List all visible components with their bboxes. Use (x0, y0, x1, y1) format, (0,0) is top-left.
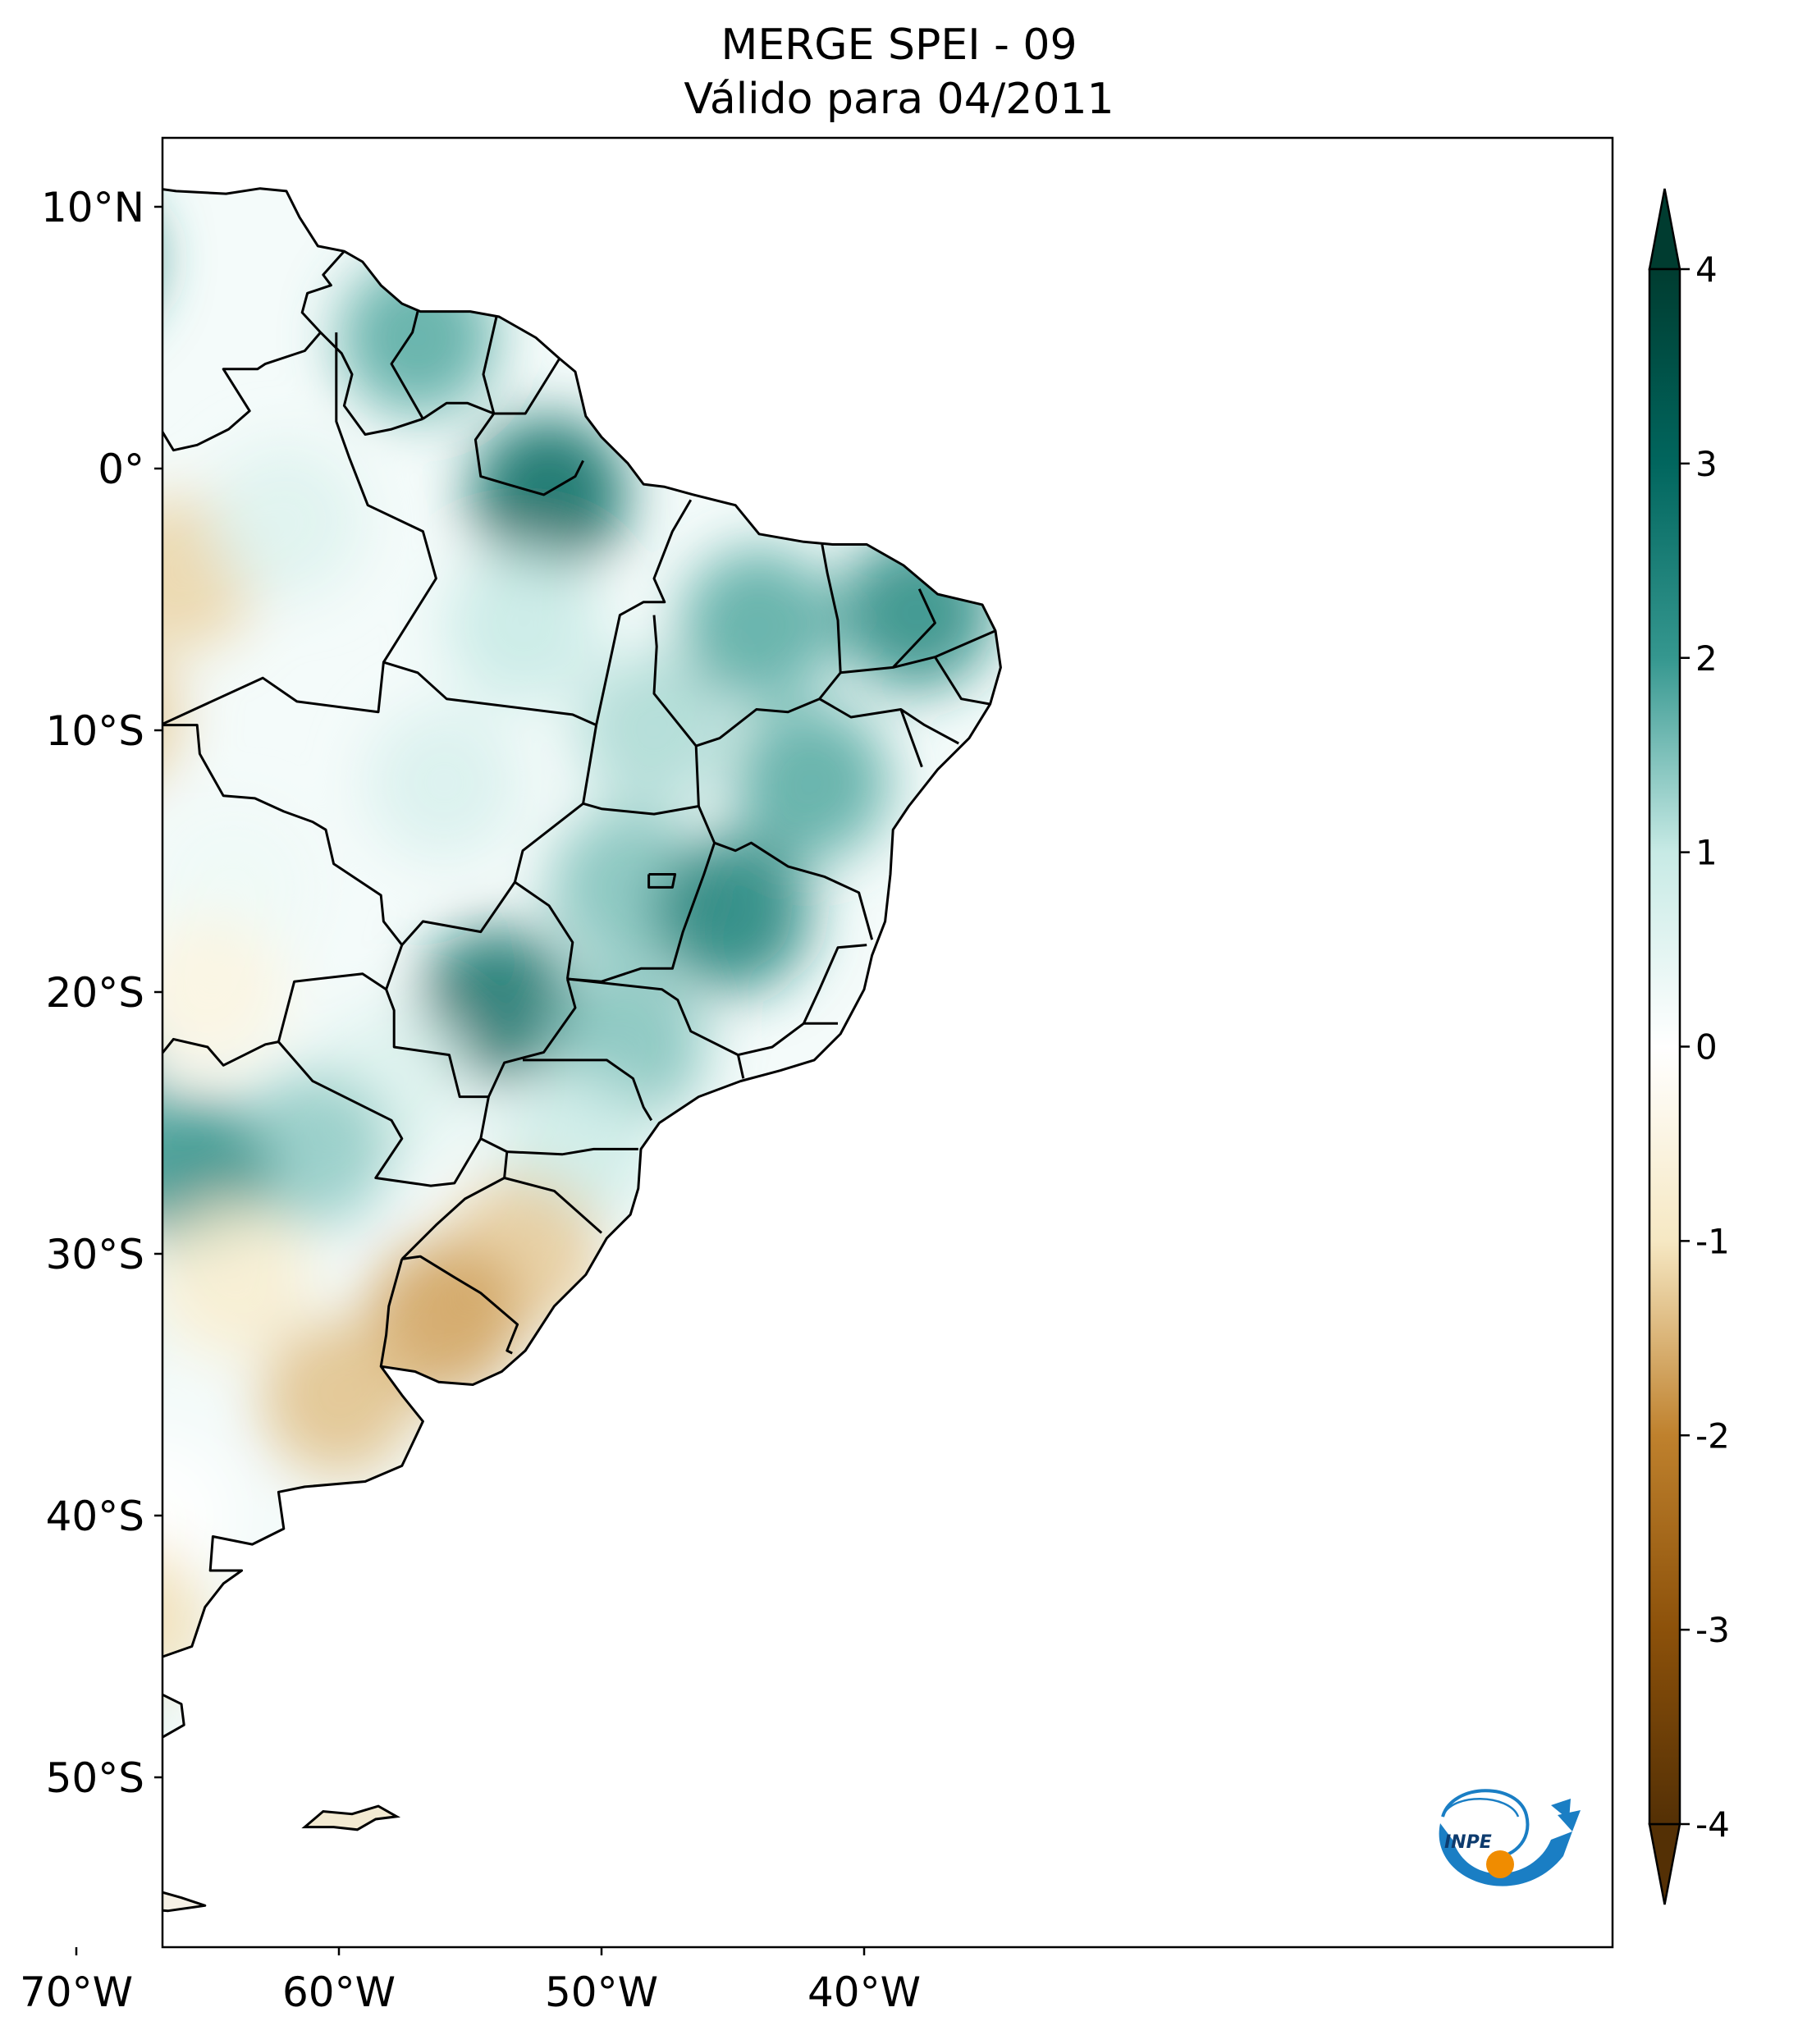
spei-region-blob (445, 547, 601, 704)
spei-region-blob (471, 416, 627, 573)
border-line (738, 1022, 838, 1057)
border-line (892, 588, 936, 669)
border-line (401, 1255, 519, 1355)
spei-region-blob (576, 652, 732, 808)
spei-region-blob (734, 704, 890, 861)
title-line-1: MERGE SPEI - 09 (721, 21, 1077, 70)
colorbar-ticks: 4 3 2 1 0 -1 -2 -3 -4 (1680, 249, 1730, 1845)
border-line (647, 873, 677, 889)
lat-tick-label: 0° (98, 446, 144, 493)
border-line (506, 1147, 638, 1156)
border-line (422, 401, 495, 420)
border-line (474, 413, 584, 496)
colorbar-tick-label: -4 (1695, 1804, 1730, 1845)
lat-tick-label: 20°S (46, 969, 144, 1017)
colorbar-tick-label: 3 (1695, 444, 1718, 484)
colorbar-tick-label: 1 (1695, 833, 1718, 873)
spei-region-blob (162, 1790, 181, 1877)
border-line (400, 1137, 509, 1260)
border-line (803, 944, 867, 1024)
border-line (277, 1040, 483, 1187)
border-line (0, 432, 92, 581)
border-line (76, 411, 150, 581)
border-line (513, 803, 584, 980)
border-line (899, 708, 923, 768)
spei-region-blob (681, 547, 837, 704)
border-line (379, 1258, 404, 1367)
colorbar-tick-label: 4 (1695, 249, 1718, 290)
border-line (87, 754, 111, 937)
border-line (487, 978, 577, 1098)
title-line-2: Válido para 04/2011 (684, 75, 1114, 124)
spei-region-blob (366, 704, 522, 861)
border-line (493, 358, 561, 415)
lat-tick-label: 50°S (46, 1754, 144, 1802)
border-line (840, 629, 996, 674)
spei-region-blob (162, 1438, 233, 1594)
falkland-islands (301, 1804, 401, 1831)
spei-region-blob (0, 1019, 154, 1175)
map-frame (161, 136, 1614, 1949)
spei-region-blob (0, 496, 75, 652)
border-line (162, 332, 322, 452)
colorbar-tick-label: 2 (1695, 638, 1718, 679)
border-line (504, 1177, 602, 1234)
lat-tick-label: 30°S (46, 1231, 144, 1278)
spei-region-blob (0, 784, 102, 940)
border-line (335, 332, 437, 663)
border-line (300, 250, 345, 334)
logo-text: INPE (1444, 1832, 1492, 1853)
lon-tick-label: 40°W (807, 1969, 921, 2016)
spei-region-blob (235, 1071, 391, 1228)
border-line (390, 311, 424, 420)
colorbar-bar (1648, 268, 1681, 1826)
spei-region-blob (162, 1201, 312, 1358)
border-line (319, 332, 423, 436)
lon-tick-label: 60°W (282, 1969, 396, 2016)
colorbar-extend-max (1648, 188, 1681, 271)
coastline (162, 187, 1002, 1739)
political-borders (0, 250, 996, 1837)
colorbar-extend-min (1648, 1822, 1681, 1905)
spei-region-blob (655, 835, 811, 992)
spei-region-blob (0, 260, 23, 416)
map-title: MERGE SPEI - 09 Válido para 04/2011 (0, 18, 1798, 126)
border-line (0, 1065, 153, 1837)
colorbar-tick-label: 0 (1695, 1027, 1718, 1068)
colorbar-tick-label: -3 (1695, 1610, 1730, 1650)
lon-tick-label: 50°W (545, 1969, 658, 2016)
inpe-logo: INPE (1439, 1789, 1581, 1886)
border-line (934, 656, 991, 706)
spei-region-blob (0, 718, 49, 874)
border-line (482, 316, 498, 414)
colorbar: 4 3 2 1 0 -1 -2 -3 -4 (1648, 188, 1730, 1905)
border-line (400, 881, 516, 946)
border-line (66, 937, 89, 948)
lat-tick-label: 40°S (46, 1493, 144, 1540)
border-line (162, 724, 404, 990)
lon-tick-label: 70°W (20, 1969, 133, 2016)
latitude-axis: 10°N 0° 10°S 20°S 30°S 40°S 50°S (41, 184, 162, 1802)
lat-tick-label: 10°S (46, 707, 144, 755)
spei-region-blob (208, 442, 364, 599)
lat-tick-label: 10°N (41, 184, 144, 231)
border-line (595, 499, 693, 725)
spei-region-blob (162, 914, 286, 1070)
longitude-axis: 80°W70°W60°W50°W40°W (20, 1947, 921, 2016)
spei-region-blob (261, 1319, 417, 1476)
border-line (162, 972, 387, 1067)
border-line (523, 1059, 653, 1122)
colorbar-tick-label: -1 (1695, 1221, 1730, 1261)
border-line (698, 805, 874, 940)
colorbar-tick-label: -2 (1695, 1415, 1730, 1456)
border-line (567, 977, 745, 1079)
